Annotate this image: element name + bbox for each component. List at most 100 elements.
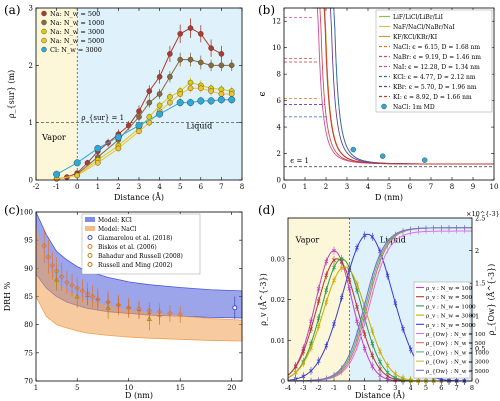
right-multiplier: ×10^{-3} <box>466 210 500 218</box>
legend-marker <box>87 244 93 249</box>
legend-marker <box>381 103 387 110</box>
x-axis-label: D (nm) <box>125 391 153 400</box>
legend-label: NaCl: ϵ = 6.15, D = 1.68 nm <box>393 44 480 51</box>
data-point <box>401 376 405 381</box>
legend-label: ρ_{Ow} : N_w = 5000 <box>426 369 489 375</box>
data-point <box>385 363 390 368</box>
panel-label-b: (b) <box>258 3 275 17</box>
legend-label: Model: KCl <box>98 217 132 224</box>
y-axis-label: ρ_{sur} (m) <box>7 70 16 118</box>
y-tick-label-right: 2.5 <box>475 215 485 223</box>
y-tick-label-right: 2 <box>475 247 479 255</box>
data-point <box>197 97 205 105</box>
data-point <box>355 319 359 324</box>
legend-label: ρ_v : N_w = 500 <box>426 295 473 301</box>
x-tick-label: 2 <box>116 183 120 191</box>
legend-marker <box>87 262 93 267</box>
x-tick-label: 6 <box>439 384 443 392</box>
data-point <box>332 258 336 263</box>
x-tick-label: 8 <box>240 183 244 191</box>
data-point <box>316 286 321 291</box>
data-point <box>177 30 183 37</box>
y-tick-label: 4 <box>277 124 282 132</box>
legend-label: KF/KCl/KBr/KI <box>393 34 438 41</box>
legend-label: ρ_v : N_w = 100 <box>426 286 473 292</box>
y-tick-label-right: 0 <box>475 378 479 386</box>
data-point <box>208 62 214 69</box>
y-tick-label: 80 <box>24 321 33 329</box>
data-point <box>316 359 321 364</box>
x-tick-label: 3 <box>345 183 349 191</box>
y-tick-label: 0 <box>29 177 33 185</box>
x-tick-label: 5 <box>387 183 391 191</box>
data-point <box>316 324 321 329</box>
x-tick-label: -1 <box>53 183 60 191</box>
x-tick-label: 1 <box>96 183 100 191</box>
data-point <box>293 364 298 369</box>
data-point <box>89 293 96 300</box>
y-tick-label: 2 <box>277 150 281 158</box>
legend-box <box>81 213 201 275</box>
legend-label: NaF/NaCl/NaBr/NaI <box>393 24 455 31</box>
data-point <box>370 364 375 368</box>
region-label-liquid: Liquid <box>186 121 212 130</box>
data-point <box>115 145 122 152</box>
data-point <box>309 319 313 324</box>
data-point <box>370 341 375 346</box>
data-point <box>355 304 359 309</box>
md-point <box>422 157 428 163</box>
data-point <box>370 353 375 358</box>
y-tick-label: 70 <box>24 378 33 386</box>
data-point <box>217 96 225 104</box>
legend-label: LiF/LiCl/LiBr/LiI <box>393 14 444 21</box>
md-point <box>350 146 356 153</box>
data-point <box>232 305 238 311</box>
y-axis-label-left: ρ_v (Å^{-3}) <box>259 273 268 325</box>
x-tick-label: 7 <box>429 183 433 191</box>
x-tick-label: 0 <box>347 384 351 392</box>
y-tick-label-right: 1 <box>475 312 479 320</box>
x-tick-label: 4 <box>157 183 162 191</box>
legend-marker <box>85 217 95 222</box>
y-tick-label: 1 <box>29 119 33 127</box>
x-tick-label: -3 <box>300 384 306 392</box>
x-tick-label: 6 <box>408 183 413 191</box>
data-point <box>208 88 214 94</box>
data-point <box>95 159 101 166</box>
data-point <box>146 99 153 106</box>
data-point <box>324 273 329 278</box>
x-tick-label: -1 <box>331 384 337 392</box>
x-tick-label: -2 <box>315 384 321 392</box>
data-point <box>362 332 367 337</box>
data-point <box>362 233 367 238</box>
data-point <box>74 172 80 179</box>
legend-label: ρ_v : N_w = 5000 <box>426 323 476 329</box>
x-tick-label: 5 <box>424 384 428 392</box>
data-point <box>125 122 132 129</box>
data-point <box>370 329 375 333</box>
data-point <box>207 97 215 105</box>
data-point <box>197 30 204 37</box>
y-axis-label: ϵ <box>258 91 268 96</box>
data-point <box>167 74 173 80</box>
y-tick-label: 3 <box>29 5 33 13</box>
legend-label: ρ_{Ow} : N_w = 500 <box>426 341 486 347</box>
legend-label: ρ_v : N_w = 1000 <box>426 304 476 310</box>
data-point <box>228 62 235 69</box>
data-point <box>339 256 344 261</box>
x-axis-label: Distance (Å) <box>355 391 405 400</box>
legend-marker <box>41 37 47 44</box>
data-point <box>355 288 359 292</box>
region-vapor <box>36 8 78 180</box>
data-point <box>362 346 367 351</box>
plot-frame <box>35 211 243 382</box>
y-axis-label-right: ρ_{Ow} (Å^{-3}) <box>487 264 496 336</box>
y-tick-label: 8 <box>277 71 281 79</box>
data-point <box>167 51 173 57</box>
data-point <box>69 282 75 288</box>
data-point <box>309 327 313 331</box>
y-tick-label: 0.01 <box>271 337 285 345</box>
legend-label: Russell and Ming (2002) <box>98 262 173 269</box>
